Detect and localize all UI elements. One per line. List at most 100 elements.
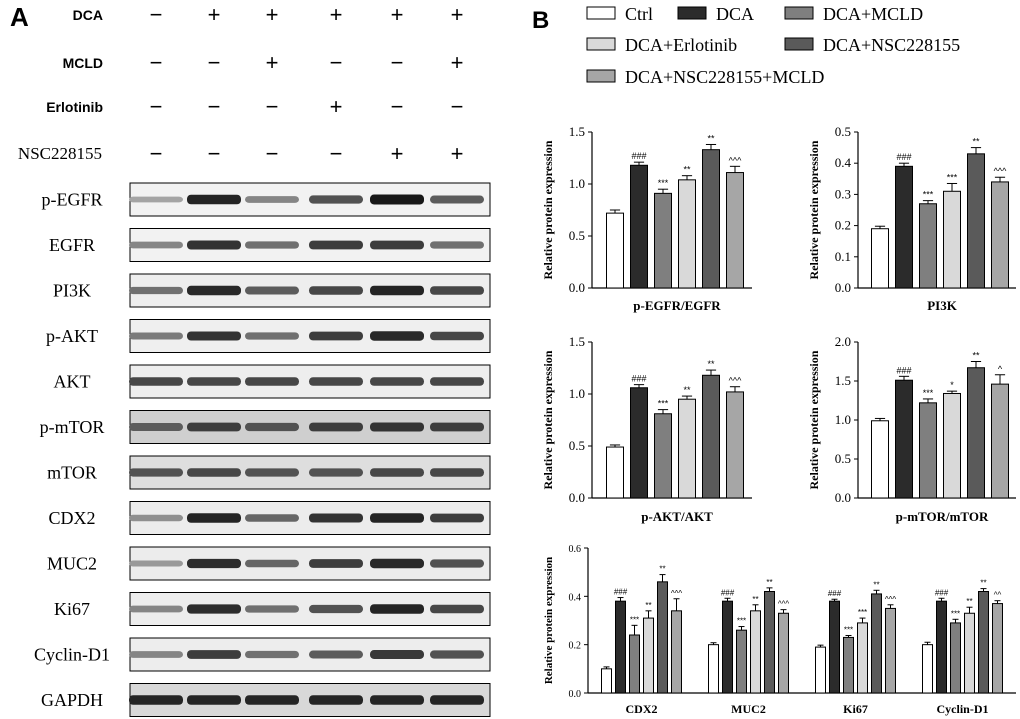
legend-label: DCA: [716, 4, 754, 24]
blot-band: [129, 423, 183, 431]
blot-band: [370, 422, 424, 432]
blot-strip: [129, 683, 491, 717]
blot-band: [129, 332, 183, 340]
condition-label: MCLD: [63, 55, 103, 71]
blot-band: [245, 422, 299, 432]
x-axis-label: p-EGFR/EGFR: [633, 298, 721, 313]
legend-swatch: [784, 6, 814, 20]
y-tick-label: 1.0: [835, 412, 851, 427]
blot-label: PI3K: [53, 281, 91, 301]
legend-swatch: [586, 69, 616, 83]
blot-band: [129, 651, 183, 658]
blot-band: [245, 605, 299, 613]
y-tick-label: 0.6: [569, 544, 582, 555]
condition-sign: +: [208, 2, 221, 27]
bar: [702, 374, 720, 499]
bar: [829, 600, 840, 694]
x-tick-label: Ki67: [843, 702, 868, 716]
significance-label: ###: [614, 588, 628, 597]
blot-band: [370, 695, 424, 705]
significance-label: **: [683, 385, 691, 395]
significance-label: **: [766, 578, 772, 587]
blot-band: [370, 513, 424, 523]
bar-chart: 0.0 0.5 1.0 1.5 Relative protein expression p…: [541, 124, 752, 313]
blot-strip: [129, 455, 491, 490]
blot-band: [430, 468, 484, 477]
blot-band: [370, 331, 424, 341]
bar: [871, 593, 882, 694]
bar: [708, 644, 719, 694]
bar: [629, 634, 640, 694]
blot-band: [187, 285, 241, 296]
x-axis-label: p-mTOR/mTOR: [896, 509, 989, 524]
y-tick-label: 1.0: [569, 386, 585, 401]
blot-band: [129, 560, 183, 567]
blot-band: [245, 695, 299, 705]
significance-label: ***: [951, 609, 960, 618]
blot-strip: [129, 182, 491, 217]
bar: [967, 153, 985, 289]
blot-band: [129, 241, 183, 249]
bar: [936, 600, 947, 694]
blot-band: [187, 377, 241, 386]
bar: [678, 398, 696, 499]
x-axis-label: p-AKT/AKT: [641, 509, 713, 524]
blot-band: [245, 559, 299, 568]
significance-label: **: [707, 359, 715, 369]
legend-label: DCA+NSC228155: [823, 35, 960, 55]
x-axis-label: PI3K: [927, 298, 958, 313]
blot-strip: [129, 546, 491, 581]
blot-band: [430, 286, 484, 295]
bar: [871, 228, 889, 289]
blot-band: [309, 559, 363, 568]
blot-band: [430, 513, 484, 523]
significance-label: ***: [658, 178, 669, 188]
blot-band: [187, 194, 241, 205]
bar: [736, 629, 747, 694]
blot-strip: [129, 364, 491, 399]
y-tick-label: 0.5: [835, 451, 851, 466]
blot-band: [187, 604, 241, 614]
significance-label: **: [966, 597, 972, 606]
blot-band: [245, 332, 299, 340]
bar: [950, 622, 961, 694]
condition-label: NSC228155: [18, 144, 102, 163]
bar: [643, 617, 654, 694]
blot-label: p-mTOR: [40, 417, 105, 437]
blot-band: [370, 604, 424, 614]
y-tick-label: 0.5: [835, 124, 851, 139]
blot-band: [430, 650, 484, 659]
bar: [654, 413, 672, 499]
legend: Ctrl DCA DCA+MCLD DCA+Erlotinib DCA+NSC22815…: [586, 4, 960, 87]
y-tick-label: 0.5: [569, 438, 585, 453]
blot-band: [129, 695, 183, 705]
significance-label: **: [683, 165, 691, 175]
significance-label: ***: [630, 615, 639, 624]
bar: [750, 610, 761, 694]
condition-sign: −: [208, 141, 221, 166]
condition-sign: +: [266, 50, 279, 75]
condition-sign: +: [266, 2, 279, 27]
bar: [857, 622, 868, 694]
blot-label: p-AKT: [46, 326, 98, 346]
blot-band: [309, 513, 363, 523]
condition-sign: −: [330, 141, 343, 166]
blot-band: [245, 377, 299, 386]
bar: [843, 636, 854, 694]
panel-b: B Ctrl DCA DCA+MCLD DCA+Erlotinib DCA+NSC228…: [532, 4, 1016, 716]
condition-sign: −: [391, 94, 404, 119]
y-tick-label: 0.0: [569, 280, 585, 295]
bar: [815, 646, 826, 694]
bar: [726, 172, 744, 289]
bar: [606, 212, 624, 289]
blot-band: [129, 514, 183, 522]
significance-label: ***: [844, 625, 853, 634]
blot-strip: [129, 273, 491, 308]
blot-label: Cyclin-D1: [34, 645, 110, 665]
bar-chart: 0.0 0.2 0.4 0.6 Relative protein expression C…: [543, 544, 1016, 716]
significance-label: **: [972, 351, 980, 361]
bar: [895, 379, 913, 499]
bar: [630, 164, 648, 289]
legend-swatch: [586, 6, 616, 20]
